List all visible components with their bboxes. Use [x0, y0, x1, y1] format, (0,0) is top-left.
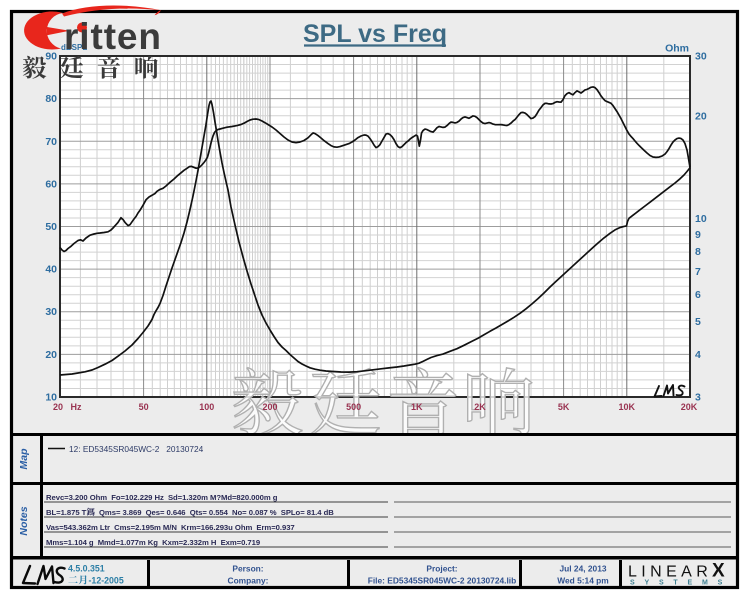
svg-text:9: 9: [695, 229, 701, 241]
svg-text:50: 50: [45, 221, 57, 233]
svg-text:60: 60: [45, 178, 57, 190]
svg-text:8: 8: [695, 246, 701, 258]
svg-text:SPL vs Freq: SPL vs Freq: [303, 20, 447, 48]
svg-text:Map: Map: [18, 448, 30, 470]
svg-text:20K: 20K: [681, 402, 698, 412]
svg-text:10K: 10K: [619, 402, 636, 412]
svg-text:Notes: Notes: [18, 506, 30, 535]
svg-text:80: 80: [45, 93, 57, 105]
svg-text:200: 200: [262, 402, 277, 412]
svg-text:5K: 5K: [558, 402, 570, 412]
svg-text:2K: 2K: [474, 402, 486, 412]
svg-text:File: ED5345SR045WC-2 2013072: File: ED5345SR045WC-2 20130724.lib: [368, 576, 517, 586]
svg-text:Person:: Person:: [232, 564, 263, 574]
svg-text:Wed 5:14 pm: Wed 5:14 pm: [557, 576, 609, 586]
svg-text:10: 10: [45, 392, 57, 404]
svg-text:7: 7: [695, 266, 701, 278]
svg-text:6: 6: [695, 289, 701, 301]
svg-text:20: 20: [45, 349, 57, 361]
svg-text:X: X: [712, 561, 725, 582]
svg-text:90: 90: [45, 51, 57, 63]
svg-text:1K: 1K: [411, 402, 423, 412]
svg-text:Ohm: Ohm: [665, 43, 689, 55]
svg-text:12: ED5345SR045WC-2 20130724: 12: ED5345SR045WC-2 20130724: [69, 444, 204, 454]
svg-text:Mms=1.104 g Mmd=1.077m Kg Kx: Mms=1.104 g Mmd=1.077m Kg Kxm=2.332m H E…: [46, 538, 260, 547]
svg-text:BL=1.875 T: BL=1.875 T: [46, 508, 87, 517]
svg-text:3: 3: [695, 392, 701, 404]
svg-text:Revc=3.200 Ohm Fo=102.229 Hz: Revc=3.200 Ohm Fo=102.229 Hz Sd=1.320m M…: [46, 493, 278, 502]
svg-text:100: 100: [199, 402, 214, 412]
svg-text:4: 4: [695, 349, 701, 361]
svg-text:30: 30: [695, 51, 707, 63]
svg-text:10: 10: [695, 213, 707, 225]
svg-text:Jul 24, 2013: Jul 24, 2013: [559, 564, 606, 574]
svg-text:4.5.0.351: 4.5.0.351: [68, 564, 105, 574]
svg-text:dBSPL: dBSPL: [61, 43, 87, 52]
svg-text:Qms= 3.869 Qes= 0.646 Qts= 0: Qms= 3.869 Qes= 0.646 Qts= 0.554 No= 0.0…: [99, 508, 334, 517]
svg-text:20: 20: [695, 111, 707, 123]
svg-text:SYSTEMS: SYSTEMS: [630, 580, 732, 587]
svg-text:30: 30: [45, 306, 57, 318]
svg-text:Company:: Company:: [228, 576, 269, 586]
svg-text:20 Hz: 20 Hz: [53, 402, 82, 412]
svg-text:40: 40: [45, 264, 57, 276]
svg-text:50: 50: [139, 402, 149, 412]
svg-text:ritten: ritten: [64, 16, 162, 57]
svg-text:Project:: Project:: [426, 564, 457, 574]
svg-text:Vas=543.362m Ltr Cms=2.195m M: Vas=543.362m Ltr Cms=2.195m M/N Krm=166.…: [46, 523, 295, 532]
svg-text:LINEAR: LINEAR: [628, 564, 712, 581]
svg-text:-12-2005: -12-2005: [89, 576, 124, 586]
svg-text:5: 5: [695, 316, 701, 328]
svg-text:500: 500: [346, 402, 361, 412]
svg-text:70: 70: [45, 136, 57, 148]
